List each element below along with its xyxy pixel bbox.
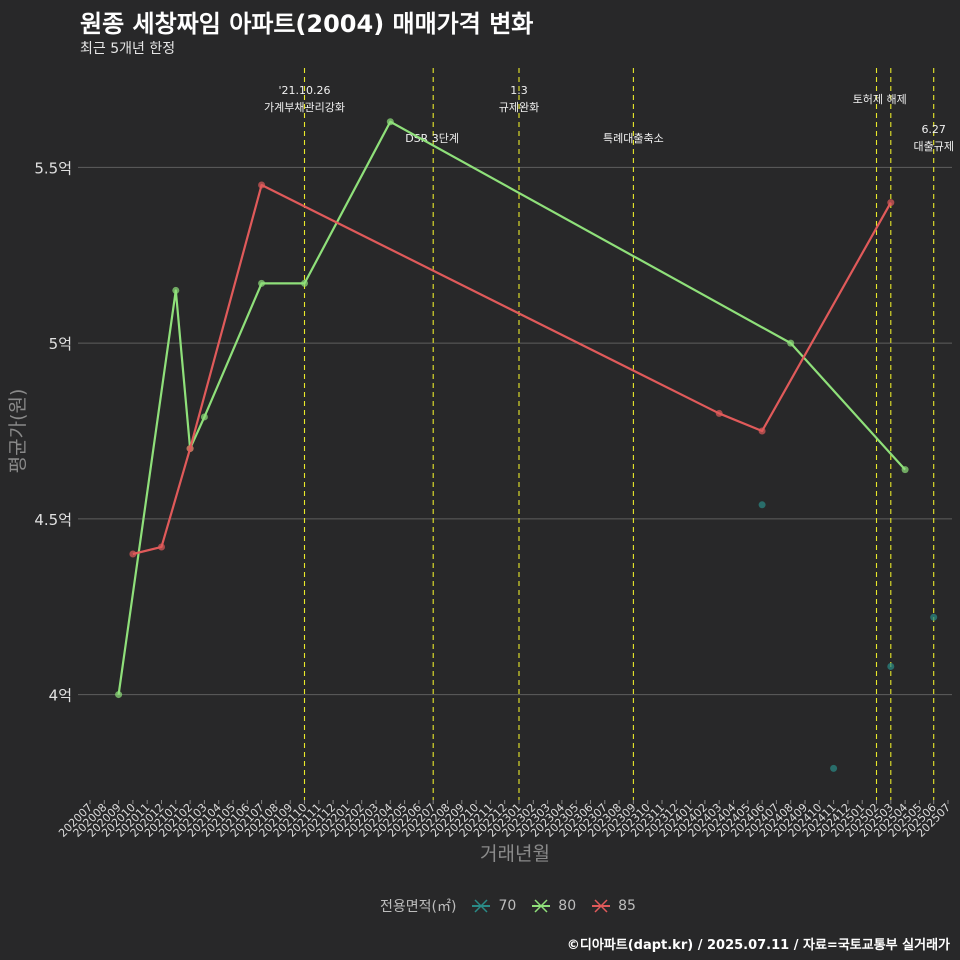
y-tick-label: 5.5억 (34, 159, 72, 177)
data-point-70 (887, 662, 895, 670)
legend-item-70: 70 (470, 896, 516, 916)
legend-label-85: 85 (618, 898, 636, 914)
event-annotation: 규제완화 (499, 101, 539, 114)
series-line-80 (117, 120, 906, 695)
data-point-80 (172, 286, 180, 294)
event-annotation: 특례대출축소 (603, 132, 664, 145)
data-point-85 (715, 409, 723, 417)
legend-key-80 (532, 899, 551, 913)
legend-item-85: 85 (590, 896, 636, 916)
data-point-80 (200, 413, 208, 421)
legend-key-85 (592, 899, 611, 913)
chart-title: 원종 세창짜임 아파트(2004) 매매가격 변화 (80, 10, 534, 38)
data-point-80 (787, 339, 795, 347)
event-annotation: DSR 3단계 (405, 132, 459, 145)
data-point-85 (129, 550, 137, 558)
data-point-70 (830, 764, 838, 772)
y-axis-label: 평균가(원) (7, 389, 29, 474)
event-annotation: '21.10.26 (278, 84, 330, 97)
chart-subtitle: 최근 5개년 한정 (80, 41, 176, 57)
x-axis-label: 거래년월 (480, 843, 550, 865)
data-point-85 (887, 199, 895, 207)
data-point-70 (930, 613, 938, 621)
event-annotation: 1.3 (510, 84, 528, 97)
data-point-80 (301, 279, 308, 287)
data-point-85 (158, 543, 165, 551)
legend-label-70: 70 (498, 898, 517, 914)
event-annotation: 대출규제 (913, 140, 953, 153)
legend-key-70 (472, 899, 491, 913)
y-tick-label: 5억 (49, 335, 72, 353)
legend: 전용면적(㎡) 70 80 85 (380, 896, 636, 916)
data-point-80 (901, 466, 909, 474)
event-annotation: 6.27 (921, 123, 946, 136)
data-point-85 (186, 445, 194, 453)
data-point-70 (758, 501, 766, 509)
event-annotation: 가계부채관리강화 (264, 101, 345, 114)
data-point-80 (115, 691, 123, 699)
data-point-85 (758, 427, 766, 435)
legend-label-80: 80 (558, 898, 577, 914)
legend-item-80: 80 (530, 896, 576, 916)
legend-title: 전용면적(㎡) (380, 899, 457, 915)
data-point-85 (258, 181, 266, 189)
data-point-80 (258, 279, 266, 287)
data-point-80 (386, 118, 394, 126)
y-tick-label: 4.5억 (34, 511, 72, 529)
event-annotation: 토허제 해제 (853, 92, 907, 106)
y-tick-label: 4억 (49, 687, 72, 705)
source-caption: ©디아파트(dapt.kr) / 2025.07.11 / 자료=국토교통부 실… (566, 938, 950, 953)
series-line-85 (132, 183, 892, 556)
